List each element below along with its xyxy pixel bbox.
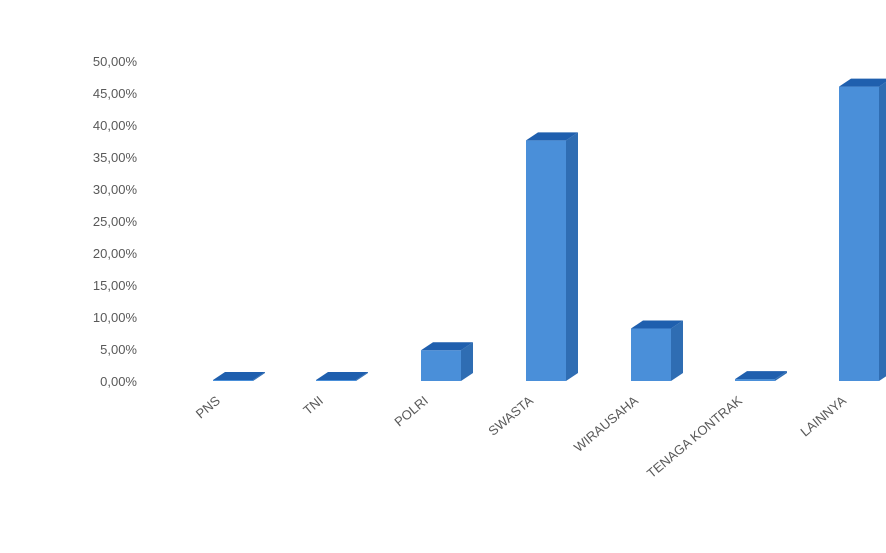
bar-front — [735, 379, 775, 381]
y-tick-label: 30,00% — [93, 182, 138, 197]
y-tick-label: 20,00% — [93, 246, 138, 261]
bar-front — [316, 380, 356, 381]
bar-top — [839, 78, 886, 87]
y-tick-label: 45,00% — [93, 86, 138, 101]
bar — [316, 372, 368, 381]
x-tick-label: PNS — [193, 393, 223, 422]
bar-top — [421, 342, 473, 351]
y-tick-label: 35,00% — [93, 150, 138, 165]
bar-top — [735, 371, 787, 380]
bar-side — [775, 371, 787, 381]
bar-side — [671, 320, 683, 381]
x-tick-label: LAINNYA — [797, 393, 849, 440]
x-tick-label: WIRAUSAHA — [571, 393, 641, 455]
bar-top — [631, 320, 683, 329]
x-tick-label: TENAGA KONTRAK — [644, 393, 745, 481]
bar-top — [213, 372, 265, 380]
bar — [526, 132, 578, 381]
bar-front — [526, 140, 566, 381]
x-tick-label: POLRI — [391, 393, 431, 430]
bar-front — [213, 380, 253, 381]
bar-side — [253, 372, 265, 381]
bar-side — [879, 81, 886, 381]
bar-front — [421, 350, 461, 381]
bar — [213, 372, 265, 381]
bar — [839, 78, 886, 381]
bar-side — [566, 132, 578, 381]
y-tick-label: 10,00% — [93, 310, 138, 325]
bar-top — [316, 372, 368, 380]
x-axis: PNS TNI POLRI SWASTA WIRAUSAHA TENAGA KONTRAK… — [193, 393, 849, 481]
bar-side — [461, 342, 473, 381]
bar-side — [356, 372, 368, 381]
y-tick-label: 15,00% — [93, 278, 138, 293]
y-tick-label: 50,00% — [93, 54, 138, 69]
bar-front — [631, 328, 671, 381]
bar-top — [526, 132, 578, 141]
y-tick-label: 40,00% — [93, 118, 138, 133]
y-tick-label: 5,00% — [100, 342, 137, 357]
y-tick-label: 25,00% — [93, 214, 138, 229]
bar-front — [839, 86, 879, 381]
bars — [213, 78, 886, 381]
bar — [631, 320, 683, 381]
y-axis: 0,00% 5,00% 10,00% 15,00% 20,00% 25,00% 30,00%… — [93, 54, 138, 389]
x-tick-label: TNI — [300, 393, 326, 418]
bar — [421, 342, 473, 381]
bar — [735, 371, 787, 381]
y-tick-label: 0,00% — [100, 374, 137, 389]
x-tick-label: SWASTA — [485, 393, 536, 439]
